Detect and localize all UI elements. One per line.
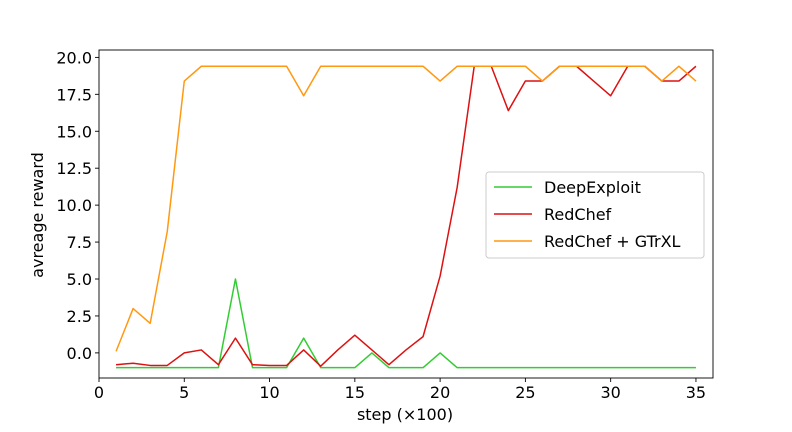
x-tick-label: 15 — [345, 383, 365, 402]
y-tick-label: 2.5 — [67, 307, 92, 326]
x-axis-label: step (×100) — [357, 405, 453, 424]
y-tick-label: 5.0 — [67, 270, 92, 289]
y-axis-label: avreage reward — [28, 152, 47, 278]
y-tick-label: 12.5 — [56, 159, 92, 178]
x-tick-label: 0 — [94, 383, 104, 402]
legend-label-0: DeepExploit — [544, 178, 641, 197]
y-tick-label: 15.0 — [56, 122, 92, 141]
x-tick-label: 25 — [515, 383, 535, 402]
legend-label-2: RedChef + GTrXL — [544, 232, 681, 251]
y-tick-label: 20.0 — [56, 48, 92, 67]
x-tick-label: 10 — [259, 383, 279, 402]
y-tick-label: 17.5 — [56, 85, 92, 104]
x-tick-label: 30 — [600, 383, 620, 402]
series-line-1 — [115, 65, 697, 367]
legend: DeepExploit RedChef RedChef + GTrXL — [485, 171, 705, 259]
plot-frame — [98, 49, 714, 379]
series-layer — [115, 65, 697, 369]
axes-layer: 0 5 10 15 20 25 30 35 0.0 2.5 5.0 7.5 10.0 12.5 15.0 17… — [56, 48, 714, 402]
legend-label-1: RedChef — [544, 205, 612, 224]
legend-box — [485, 171, 705, 259]
y-tick-label: 0.0 — [67, 344, 92, 363]
x-tick-label: 35 — [686, 383, 706, 402]
x-tick-label: 5 — [179, 383, 189, 402]
series-line-0 — [116, 278, 696, 369]
x-tick-label: 20 — [430, 383, 450, 402]
series-line-2 — [115, 65, 697, 352]
y-tick-label: 7.5 — [67, 233, 92, 252]
y-tick-label: 10.0 — [56, 196, 92, 215]
